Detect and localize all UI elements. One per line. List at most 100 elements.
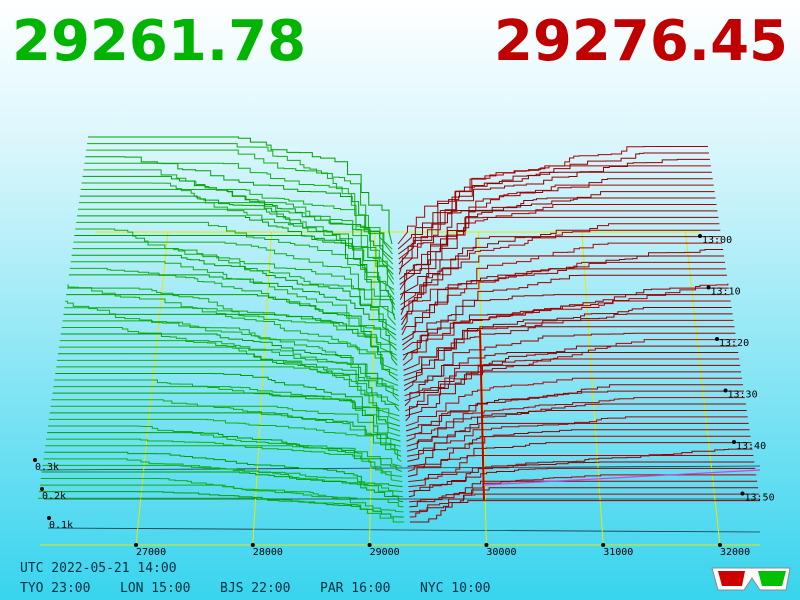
bid-depth-line: [59, 340, 400, 402]
bid-depth-line: [51, 399, 401, 447]
time-tick: [698, 234, 702, 238]
utc-time: UTC 2022-05-21 14:00: [20, 561, 177, 576]
time-tick: [740, 491, 745, 496]
bid-depth-line: [38, 491, 404, 518]
ask-depth-line: [402, 294, 730, 361]
bid-depth-line: [78, 202, 395, 295]
ask-depth-line: [405, 371, 742, 422]
depth-tick: [33, 458, 37, 462]
price-tick: [134, 543, 138, 547]
bid-depth-line: [69, 267, 397, 346]
ask-depth-line: [399, 191, 715, 280]
ask-depth-line: [405, 384, 743, 432]
bid-depth-line: [77, 215, 396, 305]
depth-tick: [47, 516, 51, 520]
depth-tick: [40, 487, 44, 491]
bid-depth-line: [67, 284, 398, 356]
depth-label: 0.3k: [35, 462, 59, 473]
bid-depth-line: [49, 412, 402, 457]
price-grid-line: [478, 231, 487, 546]
time-label: 13:50: [745, 493, 775, 504]
price-tick: [367, 543, 372, 547]
bid-depth-line: [38, 497, 404, 523]
ask-price: 29276.45: [494, 9, 788, 74]
ask-depth-line: [404, 345, 738, 402]
current-line: [483, 469, 761, 486]
ask-depth-line: [400, 242, 723, 321]
bid-depth-line: [48, 418, 402, 462]
price-grid-line: [252, 231, 272, 546]
ask-depth-line: [398, 184, 714, 275]
ask-depth-line: [408, 455, 754, 488]
ask-depth-line: [402, 300, 731, 366]
depth-plane-line: [39, 465, 761, 471]
bid-depth-line: [52, 392, 401, 442]
bid-depth-line: [41, 471, 404, 503]
ask-depth-line: [405, 377, 743, 427]
bid-depth-line: [72, 248, 396, 331]
city-time: BJS 22:00: [220, 581, 290, 596]
ask-depth-line: [401, 249, 724, 326]
bid-depth-line: [58, 353, 400, 412]
ask-depth-line: [406, 409, 747, 452]
city-time: LON 15:00: [120, 581, 190, 596]
bid-depth-line: [47, 432, 402, 472]
bid-depth-line: [71, 254, 397, 336]
bid-depth-line: [48, 425, 402, 467]
bid-depth-line: [66, 294, 398, 366]
ask-depth-line: [406, 397, 745, 442]
ask-depth-line: [400, 223, 720, 306]
ask-depth-line: [406, 390, 744, 437]
time-label: 13:30: [728, 390, 758, 401]
ask-depth-line: [399, 216, 719, 300]
price-tick: [250, 543, 255, 547]
bid-depth-line: [50, 405, 402, 452]
bid-depth-line: [81, 182, 394, 280]
time-label: 13:40: [736, 441, 766, 452]
ask-depth-line: [402, 283, 729, 351]
price-tick-label: 28000: [253, 547, 283, 558]
floor-grid: [39, 231, 761, 547]
bid-depth-line: [64, 307, 398, 376]
ask-depth-line: [407, 429, 750, 467]
bid-depth-line: [78, 208, 395, 300]
ask-depth-line: [409, 487, 759, 513]
ask-depth-line: [407, 435, 751, 472]
ask-depth-line: [408, 467, 756, 498]
bid-depth-line: [54, 379, 401, 432]
ask-depth-line: [408, 448, 753, 483]
bid-depth-line: [44, 451, 403, 488]
bid-depth-line: [46, 438, 403, 478]
ask-depth-line: [409, 480, 758, 508]
ask-depth-line: [403, 319, 734, 381]
bid-depth-line: [84, 162, 394, 265]
ask-depth-line: [410, 500, 760, 523]
ask-depth-line: [397, 152, 709, 250]
ask-depth-line: [398, 171, 712, 265]
bid-depth-line: [74, 235, 396, 320]
bid-depth-line: [42, 464, 403, 498]
ask-depth-line: [399, 210, 718, 295]
ask-depth-line: [403, 326, 735, 386]
depth-label: 0.2k: [42, 491, 66, 502]
city-time: TYO 23:00: [20, 581, 90, 596]
ask-depth-line: [404, 339, 737, 397]
price-grid-line: [135, 231, 169, 546]
time-tick: [706, 285, 711, 290]
bid-depth-line: [63, 313, 399, 381]
city-time: PAR 16:00: [320, 581, 390, 596]
bid-depth-line: [85, 156, 393, 260]
time-tick: [732, 440, 736, 444]
bid-depth-line: [39, 484, 404, 513]
time-label: 13:20: [719, 338, 749, 349]
price-grid-line: [685, 231, 721, 546]
ask-depth-line: [407, 422, 749, 462]
bid-depth-line: [53, 386, 401, 437]
ask-depth-line: [399, 203, 717, 290]
wall-line: [479, 329, 485, 501]
bid-depth-line: [73, 241, 396, 326]
ask-depth-line: [402, 274, 727, 346]
bid-depth-line: [75, 228, 396, 316]
